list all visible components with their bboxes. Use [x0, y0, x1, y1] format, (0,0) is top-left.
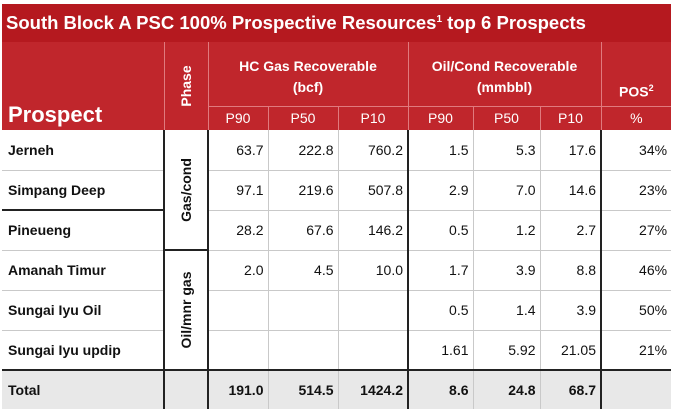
- total-row: Total 191.0 514.5 1424.2 8.6 24.8 68.7: [2, 369, 672, 409]
- header-row-top: Prospect Phase HC Gas Recoverable (bcf) …: [2, 42, 672, 130]
- sub-header-oil-p50: P50: [472, 105, 540, 130]
- pos-header: POS2: [600, 42, 672, 106]
- sub-header-oil-p90: P90: [407, 105, 473, 130]
- gas-group-header: HC Gas Recoverable (bcf): [208, 42, 408, 106]
- total-pos: [599, 369, 672, 409]
- oil-group-header: Oil/Cond Recoverable (mmbbl): [407, 42, 601, 106]
- total-label: Total: [2, 369, 164, 409]
- pos-value: 21%: [599, 330, 672, 371]
- oil-p90-value: 1.7: [407, 250, 473, 291]
- oil-p10-value: 21.05: [539, 330, 601, 371]
- pos-value: 50%: [599, 290, 672, 331]
- oil-p90-value: 0.5: [407, 210, 473, 251]
- gas-p50-value: 222.8: [267, 130, 338, 171]
- total-gas-p50: 514.5: [267, 369, 338, 409]
- table-row: Sungai Iyu Oil 0.5 1.4 3.9 50%: [2, 290, 672, 331]
- table-row: Sungai Iyu updip 1.61 5.92 21.05 21%: [2, 330, 672, 371]
- gas-group-title: HC Gas Recoverable: [239, 57, 377, 74]
- gas-p50-value: [267, 290, 338, 331]
- gas-p50-value: [267, 330, 338, 371]
- gas-p90-value: 2.0: [208, 250, 268, 291]
- title-text: South Block A PSC 100% Prospective Resou…: [6, 12, 437, 33]
- header-row-sub: P90 P50 P10 P90 P50 P10 %: [2, 105, 672, 130]
- total-oil-p10: 68.7: [539, 369, 601, 409]
- title-superscript: 1: [436, 13, 443, 25]
- gas-p10-value: 507.8: [337, 170, 408, 211]
- prospect-name: Amanah Timur: [2, 250, 164, 291]
- sub-header-gas-p50: P50: [267, 105, 338, 130]
- oil-group-title: Oil/Cond Recoverable: [431, 57, 578, 74]
- oil-p10-value: 2.7: [539, 210, 601, 251]
- gas-p10-value: [337, 330, 408, 371]
- gas-p90-value: [208, 290, 268, 331]
- pos-header-sup: 2: [648, 82, 654, 93]
- gas-p10-value: 146.2: [337, 210, 408, 251]
- oil-p90-value: 1.61: [407, 330, 473, 371]
- total-phase-cell: [163, 369, 209, 409]
- pos-value: 23%: [599, 170, 672, 211]
- oil-p10-value: 3.9: [539, 290, 601, 331]
- table-title: South Block A PSC 100% Prospective Resou…: [2, 4, 672, 42]
- title-row: South Block A PSC 100% Prospective Resou…: [2, 4, 672, 42]
- total-oil-p90: 8.6: [407, 369, 473, 409]
- pos-header-label: POS: [618, 83, 649, 100]
- prospect-name: Pineueng: [2, 210, 164, 251]
- gas-p90-value: 97.1: [208, 170, 268, 211]
- prospect-name: Sungai Iyu Oil: [2, 290, 164, 331]
- total-gas-p90: 191.0: [208, 369, 268, 409]
- oil-p90-value: 2.9: [407, 170, 473, 211]
- table-row: Simpang Deep 97.1 219.6 507.8 2.9 7.0 14…: [2, 170, 672, 211]
- prospect-name: Simpang Deep: [2, 170, 164, 211]
- phase-header: Phase: [163, 42, 209, 130]
- sub-header-gas-p10: P10: [337, 105, 408, 130]
- phase-label-oil-mnr-gas: Oil/mnr gas: [178, 271, 194, 349]
- title-suffix: top 6 Prospects: [442, 12, 586, 33]
- prospect-header: Prospect: [2, 42, 164, 130]
- oil-p50-value: 5.92: [472, 330, 540, 371]
- sub-header-oil-p10: P10: [539, 105, 601, 130]
- oil-p50-value: 7.0: [472, 170, 540, 211]
- oil-p50-value: 5.3: [472, 130, 540, 171]
- gas-p50-value: 67.6: [267, 210, 338, 251]
- gas-p10-value: [337, 290, 408, 331]
- phase-cell-gas-cond: Gas/cond: [163, 130, 209, 251]
- total-oil-p50: 24.8: [472, 369, 540, 409]
- oil-p50-value: 1.4: [472, 290, 540, 331]
- gas-p50-value: 219.6: [267, 170, 338, 211]
- sub-header-gas-p90: P90: [208, 105, 268, 130]
- gas-p50-value: 4.5: [267, 250, 338, 291]
- sub-header-pos-percent: %: [600, 105, 672, 130]
- phase-header-label: Phase: [178, 65, 194, 107]
- pos-value: 34%: [599, 130, 672, 171]
- oil-p90-value: 0.5: [407, 290, 473, 331]
- pos-value: 46%: [599, 250, 672, 291]
- phase-cell-oil-mnr-gas: Oil/mnr gas: [163, 250, 209, 371]
- table-row: Amanah Timur Oil/mnr gas 2.0 4.5 10.0 1.…: [2, 250, 672, 371]
- oil-p50-value: 1.2: [472, 210, 540, 251]
- gas-p90-value: 63.7: [208, 130, 268, 171]
- gas-p90-value: 28.2: [208, 210, 268, 251]
- oil-group-unit: (mmbbl): [476, 78, 533, 95]
- table-row: Pineueng 28.2 67.6 146.2 0.5 1.2 2.7 27%: [2, 210, 672, 251]
- total-gas-p10: 1424.2: [337, 369, 408, 409]
- oil-p10-value: 14.6: [539, 170, 601, 211]
- table-row: Jerneh Gas/cond 63.7 222.8 760.2 1.5 5.3…: [2, 130, 672, 251]
- oil-p50-value: 3.9: [472, 250, 540, 291]
- oil-p90-value: 1.5: [407, 130, 473, 171]
- gas-group-unit: (bcf): [292, 78, 324, 95]
- gas-p10-value: 10.0: [337, 250, 408, 291]
- oil-p10-value: 8.8: [539, 250, 601, 291]
- prospect-name: Sungai Iyu updip: [2, 330, 164, 371]
- gas-p90-value: [208, 330, 268, 371]
- oil-p10-value: 17.6: [539, 130, 601, 171]
- prospect-name: Jerneh: [2, 130, 164, 171]
- phase-label-gas-cond: Gas/cond: [178, 157, 194, 222]
- pos-value: 27%: [599, 210, 672, 251]
- gas-p10-value: 760.2: [337, 130, 408, 171]
- prospective-resources-table: South Block A PSC 100% Prospective Resou…: [2, 4, 672, 409]
